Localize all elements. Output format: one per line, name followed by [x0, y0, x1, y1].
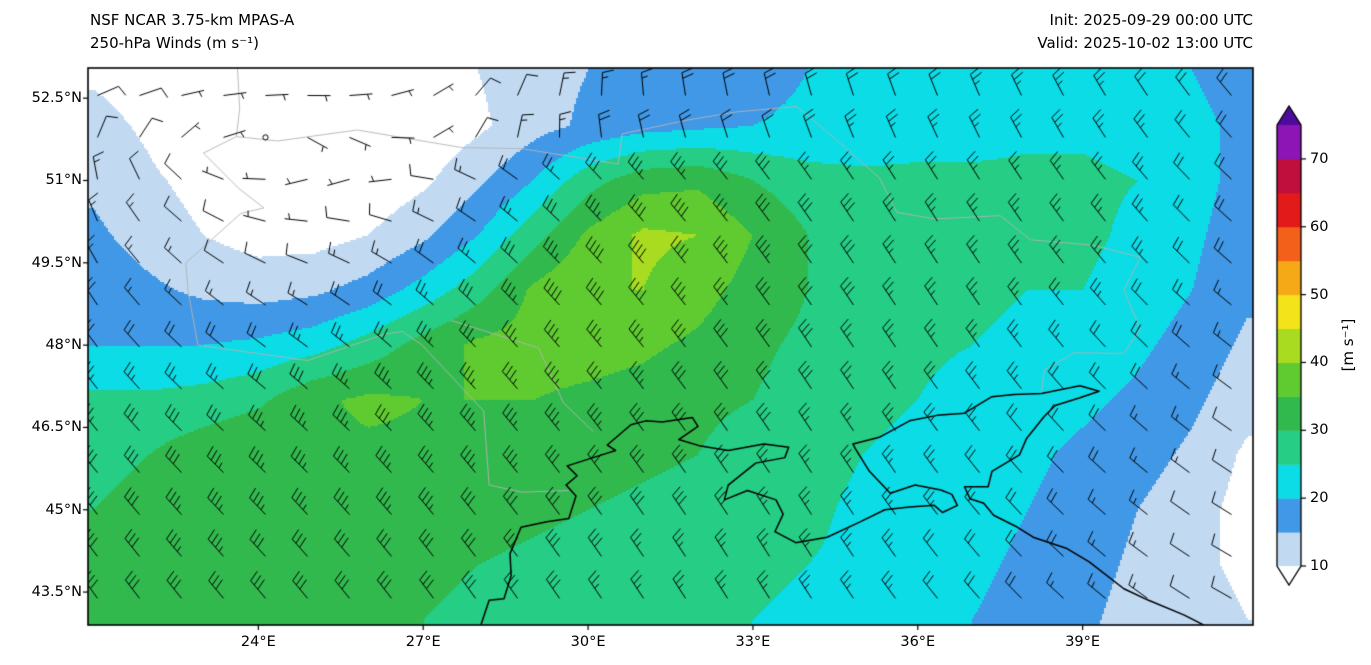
valid-time: Valid: 2025-10-02 13:00 UTC — [1037, 34, 1253, 52]
colorbar-title: [m s⁻¹] — [1339, 318, 1357, 372]
x-tick-label: 33°E — [735, 634, 771, 650]
colorbar-tick-label: 60 — [1310, 218, 1329, 235]
x-tick-label: 30°E — [570, 634, 606, 650]
y-tick-label: 43.5°N — [31, 584, 82, 601]
y-tick-label: 49.5°N — [31, 254, 82, 271]
x-tick-label: 24°E — [240, 634, 276, 650]
colorbar-tick-label: 40 — [1310, 354, 1329, 371]
y-tick-label: 48°N — [45, 337, 82, 354]
colorbar-tick-label: 10 — [1310, 558, 1329, 574]
colorbar-tick-label: 30 — [1310, 422, 1329, 439]
plot-title: NSF NCAR 3.75-km MPAS-A 250-hPa Winds (m… — [90, 9, 294, 55]
x-tick-label: 36°E — [900, 634, 936, 650]
time-info: Init: 2025-09-29 00:00 UTC Valid: 2025-1… — [1037, 9, 1253, 55]
colorbar-tick-label: 20 — [1310, 490, 1329, 507]
plot-title-line2: 250-hPa Winds (m s⁻¹) — [90, 34, 259, 52]
y-tick-label: 46.5°N — [31, 419, 82, 436]
plot-title-line1: NSF NCAR 3.75-km MPAS-A — [90, 11, 295, 29]
colorbar-tick-label: 70 — [1310, 150, 1329, 167]
init-time: Init: 2025-09-29 00:00 UTC — [1049, 11, 1253, 29]
y-tick-label: 51°N — [45, 172, 82, 189]
y-tick-label: 45°N — [45, 501, 82, 518]
colorbar-tick-label: 50 — [1310, 286, 1329, 303]
y-tick-label: 52.5°N — [31, 90, 82, 107]
x-tick-label: 27°E — [405, 634, 441, 650]
x-tick-label: 39°E — [1065, 634, 1101, 650]
